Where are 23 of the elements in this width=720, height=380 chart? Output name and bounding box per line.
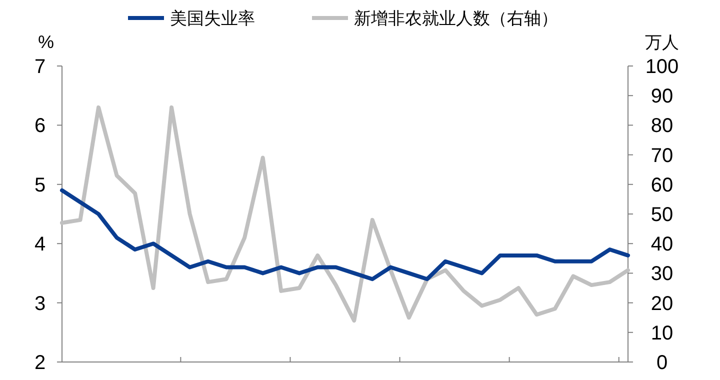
y2-tick-label: 100 <box>645 56 679 78</box>
y2-tick-label: 30 <box>650 263 674 286</box>
y2-tick-label: 60 <box>650 174 674 196</box>
y2-tick-label: 40 <box>650 234 674 256</box>
y2-tick-label: 20 <box>650 292 674 315</box>
y2-axis-title: 万人 <box>645 33 679 52</box>
y-tick-label: 4 <box>34 234 46 256</box>
y2-tick-label: 90 <box>650 86 674 108</box>
y-tick-label: 3 <box>34 292 46 315</box>
line-series <box>60 188 630 282</box>
y-tick-label: 5 <box>34 174 46 196</box>
y-tick-label: 6 <box>34 115 46 138</box>
y2-tick-label: 50 <box>650 204 674 226</box>
legend-label: 新增非农就业人数（右轴） <box>354 9 558 28</box>
y2-tick-label: 70 <box>650 144 674 167</box>
y-tick-label: 7 <box>34 56 46 78</box>
y-axis-title: % <box>38 32 54 52</box>
line-series <box>60 105 630 323</box>
y-tick-label: 2 <box>34 352 46 374</box>
y2-tick-label: 0 <box>656 352 668 374</box>
y2-tick-label: 10 <box>650 322 674 344</box>
y2-tick-label: 80 <box>650 115 674 138</box>
legend-label: 美国失业率 <box>170 9 255 28</box>
